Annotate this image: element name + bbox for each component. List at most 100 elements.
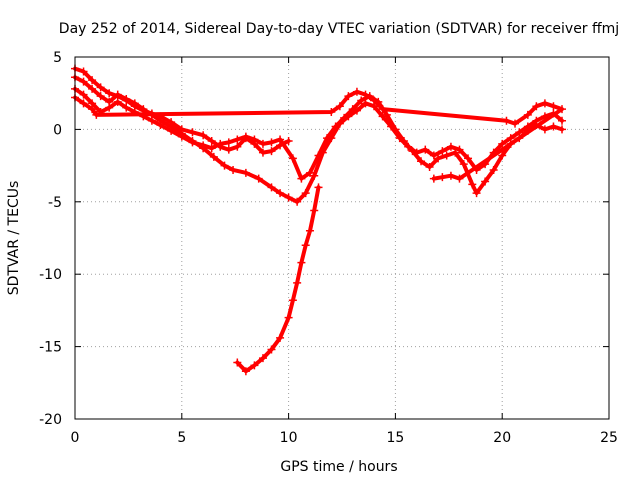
data-point (459, 160, 468, 169)
data-point (105, 103, 114, 112)
data-point (288, 296, 297, 305)
data-point (549, 102, 558, 111)
data-point (207, 144, 216, 153)
data-point (481, 177, 490, 186)
data-point (276, 333, 285, 342)
data-point (88, 105, 97, 114)
plot-frame (74, 56, 610, 420)
data-point (147, 116, 156, 125)
x-tick-label: 15 (386, 430, 404, 446)
data-point (216, 139, 225, 148)
data-point (523, 110, 532, 119)
data-point (130, 99, 139, 108)
data-point (314, 183, 323, 192)
data-point (199, 131, 208, 140)
data-point (434, 154, 443, 163)
data-point (250, 361, 259, 370)
data-point (498, 151, 507, 160)
data-point (498, 139, 507, 148)
data-point (540, 99, 549, 108)
data-point (455, 174, 464, 183)
x-tick-label: 5 (177, 430, 186, 446)
data-point (293, 197, 302, 206)
data-point (79, 99, 88, 108)
data-point (455, 145, 464, 154)
data-point (425, 163, 434, 172)
series-group (71, 64, 567, 376)
data-point (301, 189, 310, 198)
data-point (361, 90, 370, 99)
y-tick-labels: -20 -15 -10 -5 0 5 (39, 50, 62, 428)
data-point (79, 90, 88, 99)
data-point (288, 154, 297, 163)
data-point (540, 125, 549, 134)
data-point (511, 119, 520, 128)
data-point (92, 110, 101, 119)
data-point (352, 87, 361, 96)
series-trace-d (71, 87, 567, 183)
data-point (156, 121, 165, 130)
data-point (220, 161, 229, 170)
data-point (113, 97, 122, 106)
data-point (122, 103, 131, 112)
data-point (464, 154, 473, 163)
data-point (297, 258, 306, 267)
data-point (258, 139, 267, 148)
data-point (139, 105, 148, 114)
x-axis-label: GPS time / hours (280, 459, 397, 475)
data-point (301, 241, 310, 250)
chart-title: Day 252 of 2014, Sidereal Day-to-day VTE… (59, 21, 619, 37)
data-point (284, 136, 293, 145)
data-point (331, 122, 340, 131)
data-point (254, 174, 263, 183)
y-tick-label: -5 (48, 195, 62, 211)
data-point (188, 128, 197, 137)
data-point (188, 138, 197, 147)
data-point (408, 147, 417, 156)
x-tick-labels: 0 5 10 15 20 25 (71, 430, 618, 446)
data-point (327, 108, 336, 117)
x-tick-label: 20 (493, 430, 511, 446)
data-point (549, 122, 558, 131)
data-point (267, 138, 276, 147)
data-point (241, 168, 250, 177)
data-point (468, 180, 477, 189)
data-point (96, 92, 105, 101)
data-point (276, 135, 285, 144)
data-point (88, 84, 97, 93)
x-tick-label: 0 (71, 430, 80, 446)
data-point (310, 206, 319, 215)
data-point (88, 76, 97, 85)
data-point (105, 89, 114, 98)
data-point (335, 102, 344, 111)
data-point (258, 148, 267, 157)
series-trace-e (233, 183, 323, 376)
data-point (199, 141, 208, 150)
data-point (229, 165, 238, 174)
data-point (224, 145, 233, 154)
data-point (96, 83, 105, 92)
data-point (438, 173, 447, 182)
data-point (122, 94, 131, 103)
series-trace-c (71, 84, 567, 198)
y-tick-label: -10 (39, 267, 62, 283)
data-point (209, 152, 218, 161)
data-point (399, 136, 408, 145)
data-point (233, 358, 242, 367)
data-point (293, 278, 302, 287)
data-point (417, 157, 426, 166)
data-point (357, 96, 366, 105)
data-point (310, 171, 319, 180)
data-point (502, 116, 511, 125)
data-point (284, 313, 293, 322)
axis-ticks (74, 56, 610, 420)
data-point (344, 92, 353, 101)
data-point (378, 105, 387, 114)
data-point (340, 113, 349, 122)
data-point (323, 134, 332, 143)
data-point (284, 193, 293, 202)
data-point (489, 165, 498, 174)
data-point (558, 116, 567, 125)
y-tick-label: -15 (39, 340, 62, 356)
